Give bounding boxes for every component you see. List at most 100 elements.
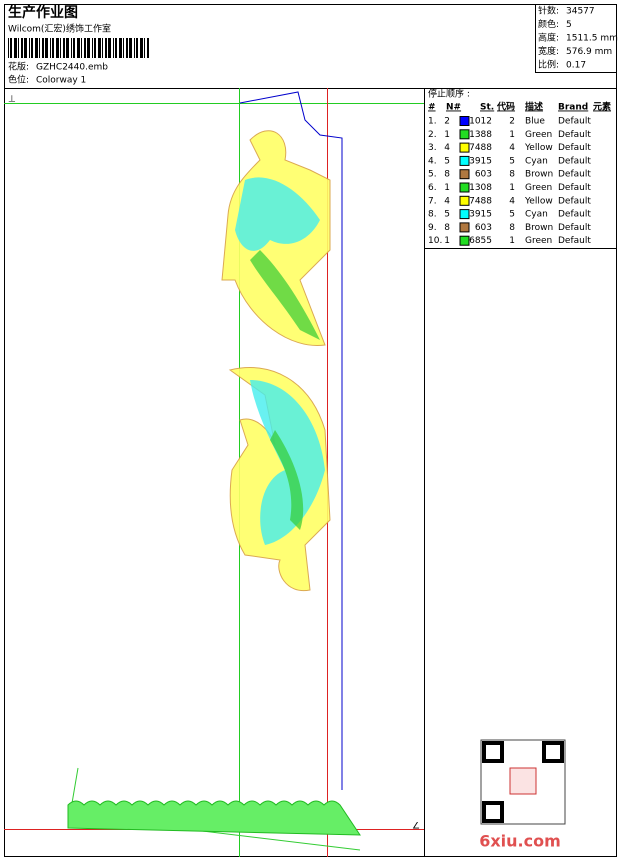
bar <box>123 38 124 58</box>
bar <box>92 38 93 58</box>
bar <box>63 38 65 58</box>
colorway-label: 色位: <box>8 74 29 86</box>
brand: Default <box>558 196 591 206</box>
description: Green <box>525 183 552 193</box>
column-header: 元素 <box>593 101 611 113</box>
row-index: 8. <box>428 210 437 220</box>
bar <box>18 38 19 58</box>
stat-value: 1511.5 mm <box>566 34 618 44</box>
needle: 1 <box>444 236 450 246</box>
stat-value: 34577 <box>566 7 595 17</box>
title: 生产作业图 <box>8 4 78 21</box>
bar <box>71 38 72 58</box>
code: 4 <box>509 143 515 153</box>
brand: Default <box>558 143 591 153</box>
stitches: 1388 <box>469 130 492 140</box>
swatch <box>459 209 470 220</box>
description: Green <box>525 130 552 140</box>
stat-label: 高度: <box>538 32 559 44</box>
swatch <box>459 142 470 153</box>
code: 8 <box>509 223 515 233</box>
bar <box>98 38 101 58</box>
code: 2 <box>509 117 515 127</box>
row-index: 4. <box>428 156 437 166</box>
code: 5 <box>509 210 515 220</box>
svg-text:∠: ∠ <box>412 822 420 832</box>
stat-label: 比例: <box>538 59 559 71</box>
brand: Default <box>558 183 591 193</box>
row-index: 1. <box>428 117 437 127</box>
description: Yellow <box>524 143 553 153</box>
bar <box>108 38 111 58</box>
description: Cyan <box>525 156 548 166</box>
description: Yellow <box>524 196 553 206</box>
column-header: Brand <box>558 103 588 113</box>
row-index: 2. <box>428 130 437 140</box>
stitches: 7488 <box>469 196 492 206</box>
brand: Default <box>558 156 591 166</box>
row-index: 6. <box>428 183 437 193</box>
swatch <box>459 182 470 193</box>
bar <box>35 38 38 58</box>
bar <box>119 38 122 58</box>
brand: Default <box>558 210 591 220</box>
brand: Default <box>558 170 591 180</box>
stitches: 603 <box>475 170 492 180</box>
swatch <box>459 129 470 140</box>
bar <box>115 38 117 58</box>
column-header: St. <box>480 103 494 113</box>
row-index: 9. <box>428 223 437 233</box>
row-index: 7. <box>428 196 437 206</box>
bar <box>84 38 86 58</box>
bar <box>39 38 40 58</box>
bar <box>144 38 145 58</box>
column-header: 代码 <box>496 101 515 113</box>
code: 1 <box>509 236 515 246</box>
stat-value: 5 <box>566 20 572 30</box>
description: Green <box>525 236 552 246</box>
stitches: 603 <box>475 223 492 233</box>
stat-value: 0.17 <box>566 61 586 71</box>
frame <box>4 4 617 857</box>
stat-value: 576.9 mm <box>566 47 612 57</box>
swatch <box>459 116 470 126</box>
bar <box>136 38 138 58</box>
bar <box>147 38 149 58</box>
brand: Default <box>558 236 591 246</box>
watermark: 6xiu.com <box>479 832 561 851</box>
design: GZHC2440.emb <box>36 63 108 73</box>
bar <box>60 38 61 58</box>
swatch <box>459 195 470 206</box>
bar <box>94 38 96 58</box>
table-title: 停止顺序 : <box>428 88 470 100</box>
needle: 4 <box>444 196 450 206</box>
needle: 1 <box>444 130 450 140</box>
bar <box>56 38 59 58</box>
qr-code <box>480 739 566 825</box>
bar <box>31 38 33 58</box>
bar <box>77 38 80 58</box>
bar <box>29 38 30 58</box>
stat-label: 颜色: <box>538 18 559 30</box>
bar <box>113 38 114 58</box>
bar <box>8 38 9 58</box>
code: 1 <box>509 183 515 193</box>
description: Brown <box>525 223 553 233</box>
bar <box>52 38 54 58</box>
description: Blue <box>525 117 545 127</box>
bar <box>126 38 128 58</box>
swatch <box>459 222 470 233</box>
column-header: 描述 <box>525 101 543 113</box>
row-index: 5. <box>428 170 437 180</box>
stat-label: 宽度: <box>538 45 559 57</box>
stat-label: 针数: <box>538 5 559 17</box>
needle: 5 <box>444 210 450 220</box>
stitches: 1308 <box>469 183 492 193</box>
bar <box>42 38 44 58</box>
brand: Default <box>558 223 591 233</box>
bar <box>87 38 90 58</box>
stitches: 6855 <box>469 236 492 246</box>
bar <box>129 38 132 58</box>
code: 4 <box>509 196 515 206</box>
